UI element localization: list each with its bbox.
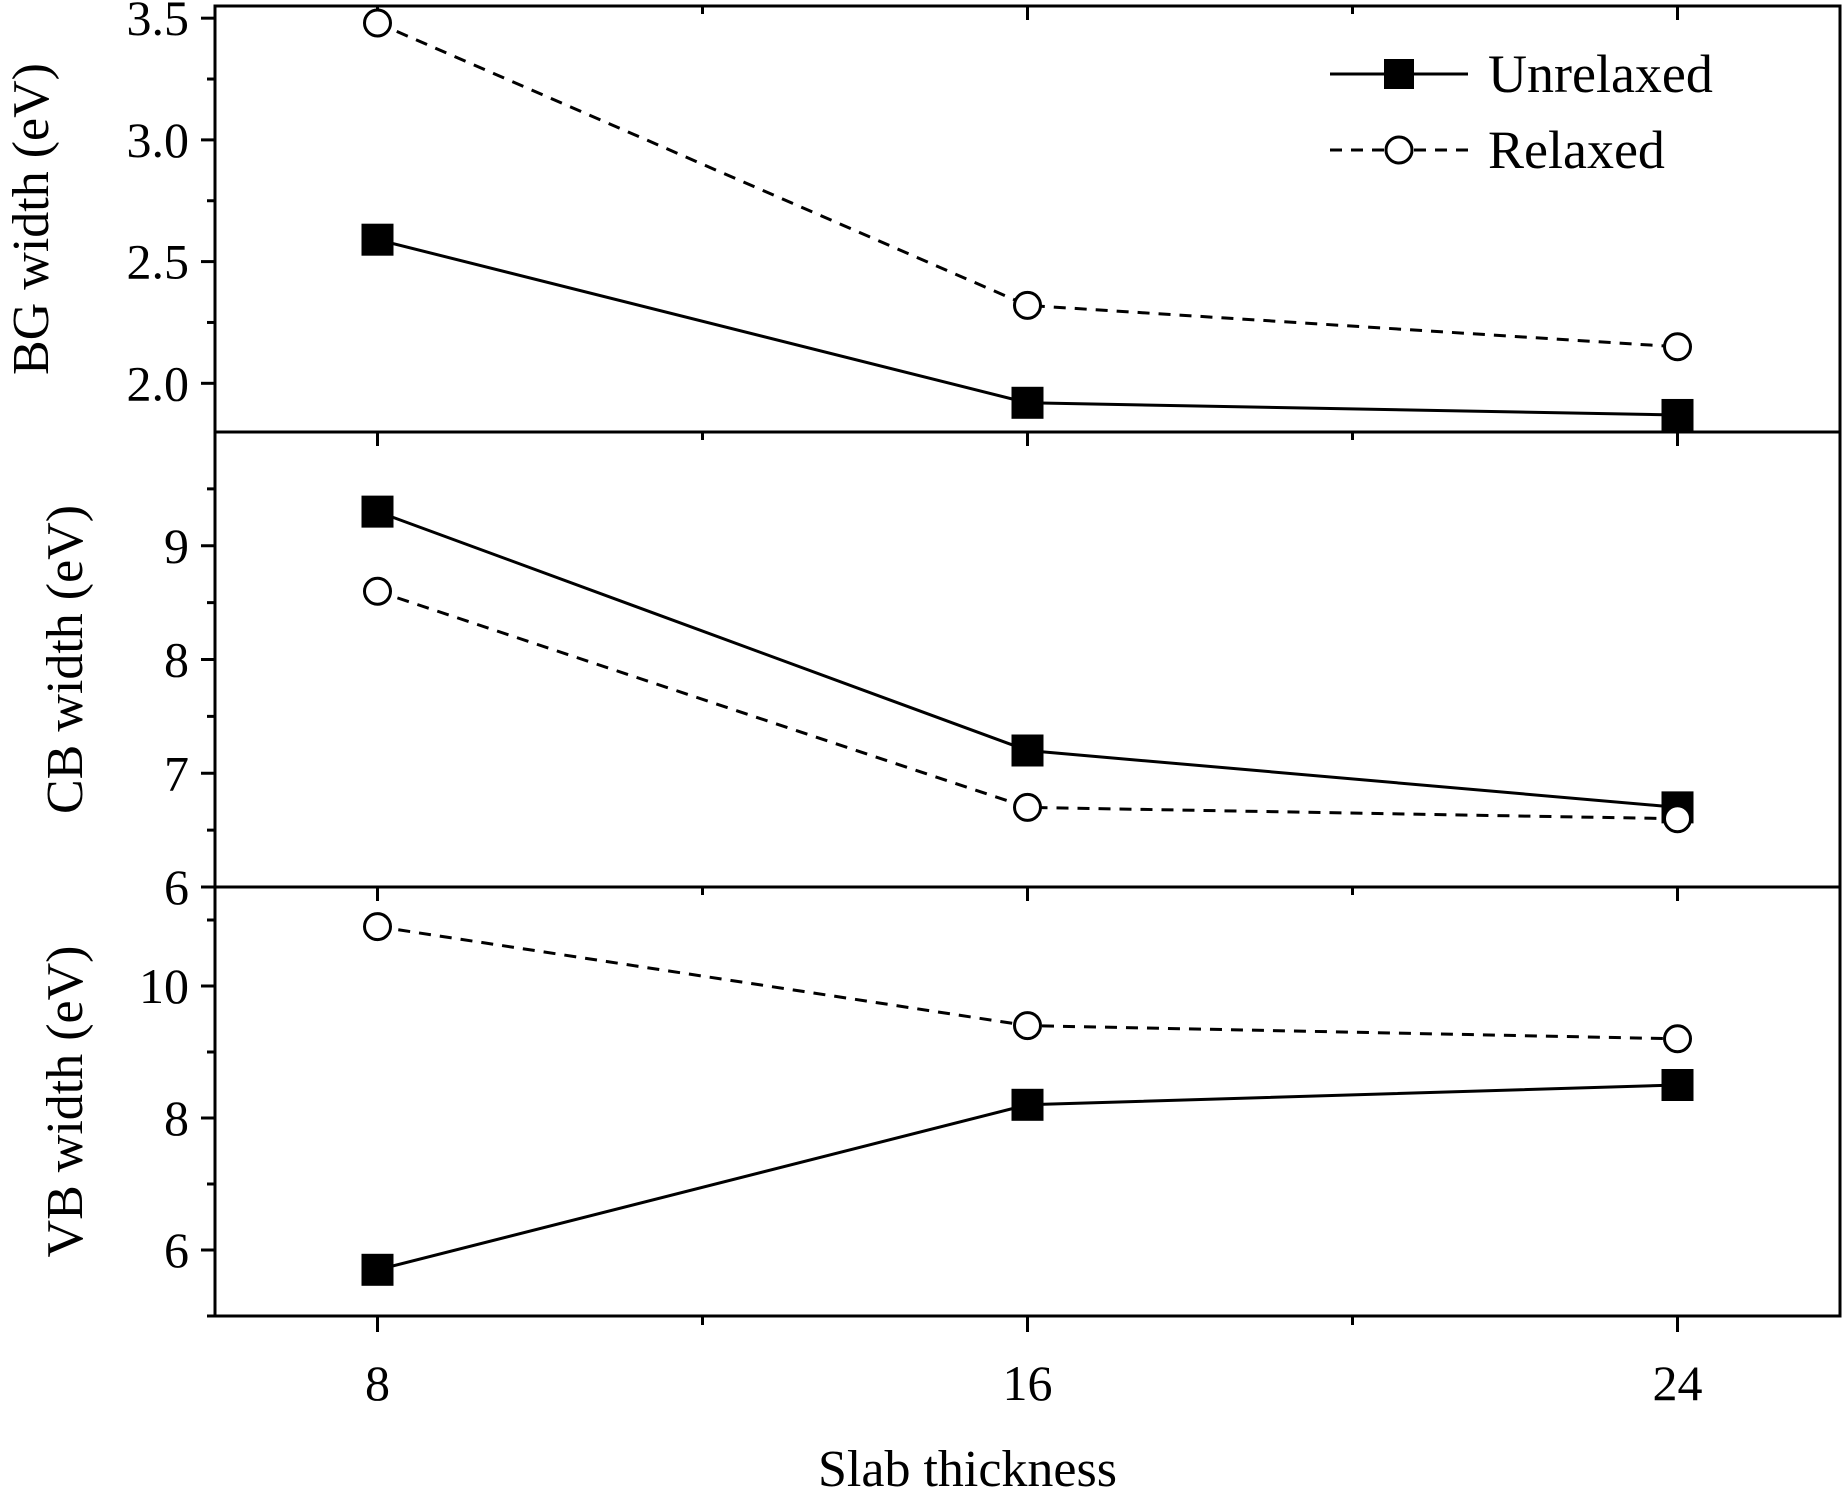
legend: Unrelaxed Relaxed bbox=[1330, 44, 1713, 180]
x-tick-label: 16 bbox=[1003, 1355, 1053, 1411]
panel-1-relaxed-point bbox=[1663, 332, 1692, 362]
panel-2-y-tick-label: 8 bbox=[164, 632, 189, 688]
panel-3-unrelaxed-point bbox=[1011, 1088, 1044, 1121]
panel-1-y-tick-label: 2.5 bbox=[127, 234, 190, 290]
panel-2-y-tick-label: 7 bbox=[164, 745, 189, 801]
panel-2-y-tick-label: 6 bbox=[164, 859, 189, 915]
legend-marker-unrelaxed bbox=[1384, 59, 1414, 89]
panel-1-unrelaxed-point bbox=[361, 223, 394, 256]
panel-1-relaxed-point bbox=[1013, 290, 1042, 320]
panel-3: 6 8 10 VB width (eV) bbox=[37, 885, 1842, 1318]
legend-label-relaxed: Relaxed bbox=[1488, 120, 1665, 180]
panel-3-relaxed-point bbox=[1013, 1011, 1042, 1041]
panel-1-y-tick-label: 2.0 bbox=[127, 355, 190, 411]
panel-1-unrelaxed-point bbox=[1011, 386, 1044, 419]
x-tick-label: 24 bbox=[1653, 1355, 1703, 1411]
panel-3-relaxed-point bbox=[363, 912, 392, 942]
panel-3-y-tick-label: 6 bbox=[164, 1222, 189, 1278]
panel-3-relaxed-point bbox=[1663, 1024, 1692, 1054]
legend-label-unrelaxed: Unrelaxed bbox=[1488, 44, 1713, 104]
panel-2-relaxed-point bbox=[1663, 804, 1692, 834]
panel-2-relaxed-point bbox=[1013, 792, 1042, 822]
panel-3-unrelaxed-point bbox=[1661, 1069, 1694, 1101]
panel-2-series-relaxed-line bbox=[377, 589, 1678, 821]
panel-1-y-axis-title: BG width (eV) bbox=[3, 63, 60, 375]
panel-1-relaxed-point bbox=[363, 8, 392, 38]
panel-2-y-tick-label: 9 bbox=[164, 518, 189, 574]
x-tick-label: 8 bbox=[365, 1355, 390, 1411]
panel-1-series-relaxed-line bbox=[376, 21, 1678, 349]
x-axis: 8 16 24 Slab thickness bbox=[365, 1316, 1703, 1496]
panel-1: 2.0 2.5 3.0 3.5 BG width (eV) bbox=[3, 0, 1842, 434]
panel-2-y-axis-title: CB width (eV) bbox=[37, 505, 94, 814]
panel-2: 6 7 8 9 CB width (eV) bbox=[37, 430, 1842, 915]
panel-3-y-axis-title: VB width (eV) bbox=[37, 946, 94, 1258]
panel-2-unrelaxed-point bbox=[1011, 734, 1044, 767]
x-axis-title: Slab thickness bbox=[818, 1441, 1117, 1496]
panel-1-y-tick-label: 3.0 bbox=[127, 112, 190, 168]
panel-3-y-tick-label: 8 bbox=[164, 1090, 189, 1146]
panel-1-unrelaxed-point bbox=[1661, 398, 1694, 431]
legend-marker-relaxed bbox=[1384, 135, 1414, 165]
panel-2-unrelaxed-point bbox=[361, 495, 394, 528]
panel-3-y-tick-label: 10 bbox=[139, 958, 189, 1014]
panel-1-y-tick-label: 3.5 bbox=[127, 0, 190, 46]
panel-2-relaxed-point bbox=[363, 576, 392, 606]
panel-3-unrelaxed-point bbox=[361, 1253, 394, 1286]
